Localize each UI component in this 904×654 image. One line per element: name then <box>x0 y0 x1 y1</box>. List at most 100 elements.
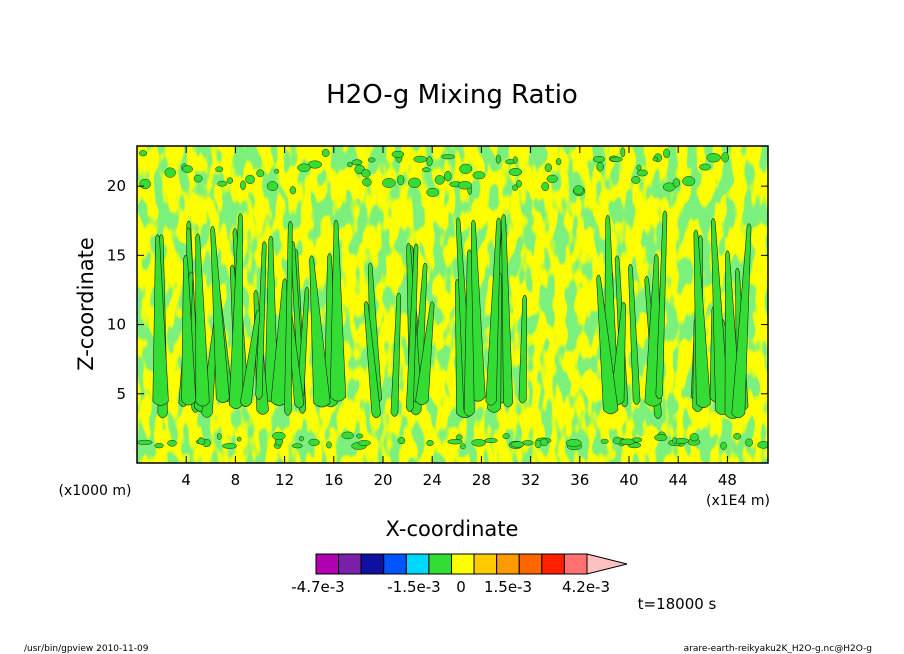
lower-band-blob <box>757 441 768 449</box>
colorbar-segment <box>383 553 407 575</box>
upper-band-blob <box>699 163 711 171</box>
lower-band-blob <box>654 434 668 442</box>
plot-frame <box>136 145 769 464</box>
y-tick-label: 15 <box>107 246 126 264</box>
lower-band-blob <box>236 436 242 442</box>
lower-band-blob <box>272 431 286 441</box>
upper-band-blob <box>397 174 405 186</box>
y-axis-label: Z-coordinate <box>74 237 98 371</box>
lower-band-blob <box>197 437 206 445</box>
upper-band-blob <box>459 163 473 174</box>
lower-band-blob <box>689 433 699 442</box>
lower-band-blob <box>137 439 153 445</box>
x-tick-label: 32 <box>521 471 540 489</box>
y-tick-label: 20 <box>107 177 126 195</box>
upper-band-blob <box>620 147 626 158</box>
lower-band-blob <box>222 443 237 449</box>
upper-band-blob <box>652 156 659 162</box>
x-tick-label: 36 <box>570 471 589 489</box>
upper-band-blob <box>217 180 228 187</box>
plume-streak <box>463 249 475 417</box>
y-axis: 5 10 15 20 <box>107 177 768 403</box>
plume-streak <box>240 309 261 407</box>
upper-band-blob <box>361 169 371 178</box>
lower-band-blob <box>672 437 678 444</box>
upper-band-blob <box>457 181 472 190</box>
colorbar-segment <box>563 553 588 575</box>
upper-band-blob <box>367 157 376 163</box>
lower-band-blob <box>397 437 406 445</box>
lower-band-blob <box>154 443 164 449</box>
plume-streak <box>309 255 331 408</box>
colorbar-labels: -4.7e-3 -1.5e-3 0 1.5e-3 4.2e-3 <box>291 578 610 596</box>
plume-streak <box>655 210 668 400</box>
time-label: t=18000 s <box>638 595 717 613</box>
upper-band-blob <box>347 162 353 168</box>
lower-band-blob <box>540 438 549 447</box>
lower-band-blob <box>216 433 222 440</box>
upper-band-blob <box>472 171 486 180</box>
upper-band-blob <box>426 187 439 197</box>
upper-band-blob <box>592 155 605 163</box>
plume-streak <box>415 301 435 406</box>
upper-band-blob <box>215 166 224 173</box>
plume-streak <box>485 217 501 406</box>
lower-band-blob <box>720 441 727 450</box>
upper-band-blob <box>421 167 431 173</box>
plume-streak <box>329 219 347 402</box>
lower-band-blob <box>455 434 463 441</box>
x-tick-label: 8 <box>231 471 241 489</box>
upper-band-blob <box>245 174 255 185</box>
upper-band-blob <box>274 168 280 174</box>
y-axis-unit: (x1000 m) <box>59 483 132 499</box>
x-tick-label: 20 <box>373 471 392 489</box>
x-axis: 4 8 12 16 20 24 28 32 36 40 44 48 <box>181 146 737 489</box>
colorbar-segment <box>541 553 565 575</box>
lower-band-blob <box>733 432 742 440</box>
contour-features <box>137 146 768 463</box>
upper-band-blob <box>182 165 193 173</box>
plume-streak <box>390 292 402 417</box>
x-tick-label: 4 <box>181 471 191 489</box>
colorbar-segment <box>473 553 498 575</box>
upper-band-blob <box>513 156 518 164</box>
colorbar-segment <box>428 553 452 575</box>
upper-band-blob <box>434 175 445 185</box>
plume-streak <box>284 220 293 416</box>
chart-title: H2O-g Mixing Ratio <box>326 80 578 110</box>
lower-band-blob <box>447 439 463 445</box>
plume-streak <box>518 294 528 404</box>
colorbar-segment <box>360 553 385 575</box>
upper-band-blob <box>297 163 311 172</box>
x-axis-label: X-coordinate <box>386 517 519 541</box>
lower-band-blob <box>426 439 434 447</box>
colorbar <box>315 553 628 575</box>
plume-streak <box>628 263 641 405</box>
colorbar-label: -4.7e-3 <box>291 578 344 596</box>
colorbar-label: -1.5e-3 <box>387 578 440 596</box>
lower-band-blob <box>167 439 177 447</box>
colorbar-segment <box>451 553 475 575</box>
colorbar-label: 1.5e-3 <box>484 578 532 596</box>
upper-band-blob <box>139 178 151 190</box>
plume-streak <box>731 223 752 419</box>
upper-band-blob <box>256 169 265 178</box>
lower-band-blob <box>484 438 498 443</box>
lower-band-blob <box>341 431 354 440</box>
plume-streak <box>470 219 486 402</box>
plume-streak <box>181 254 197 406</box>
upper-band-blob <box>266 181 279 191</box>
colorbar-label: 0 <box>456 578 466 596</box>
colorbar-arrow <box>586 553 628 575</box>
upper-band-blob <box>610 156 623 162</box>
lower-band-blob <box>600 438 609 444</box>
lower-band-blob <box>326 441 332 449</box>
colorbar-segment <box>405 553 430 575</box>
colorbar-segment <box>315 553 340 575</box>
plume-streak <box>501 214 514 408</box>
upper-band-blob <box>289 186 297 195</box>
upper-band-blob <box>391 150 405 158</box>
plume-streak <box>152 234 169 406</box>
x-tick-label: 12 <box>275 471 294 489</box>
upper-band-blob <box>164 167 176 178</box>
